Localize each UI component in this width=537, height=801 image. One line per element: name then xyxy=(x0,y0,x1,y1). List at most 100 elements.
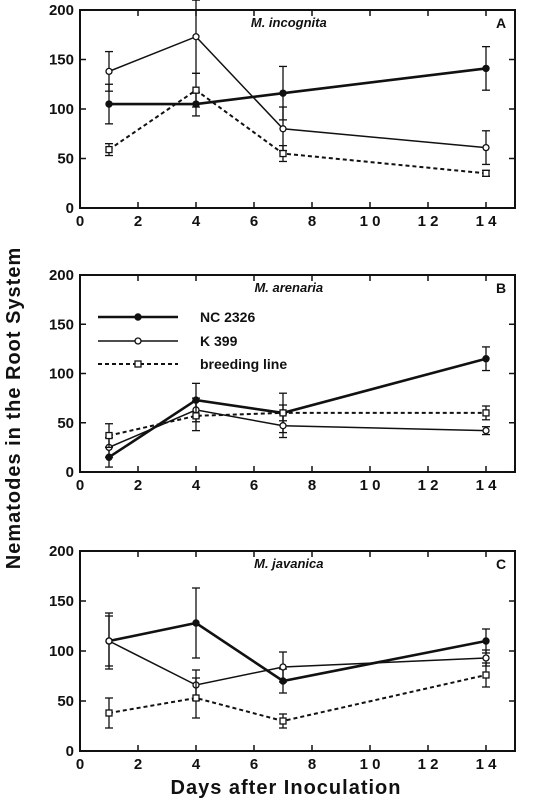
panel-title: M. arenaria xyxy=(254,280,323,295)
panel-letter: A xyxy=(496,15,506,31)
series-line xyxy=(108,674,487,723)
data-point xyxy=(482,143,490,152)
panel-letter: B xyxy=(496,280,506,296)
data-point xyxy=(279,149,287,158)
x-tick-label: 2 xyxy=(134,477,142,494)
x-tick-label: 0 xyxy=(76,756,84,773)
data-point xyxy=(482,654,490,662)
data-point xyxy=(105,431,113,440)
y-tick-label: 200 xyxy=(49,543,74,560)
series-line xyxy=(108,411,486,437)
data-point xyxy=(192,33,200,41)
x-tick-label: 2 xyxy=(134,213,142,230)
data-point xyxy=(279,125,287,133)
panel-title: M. javanica xyxy=(254,556,323,571)
data-point xyxy=(192,694,200,702)
data-point xyxy=(482,64,490,73)
data-point xyxy=(105,100,113,108)
x-tick-label: 6 xyxy=(250,213,258,230)
legend-item: K 399 xyxy=(98,333,238,349)
data-point xyxy=(105,145,113,154)
legend-marker xyxy=(134,337,142,345)
series-breeding-line xyxy=(105,662,490,729)
x-tick-label: 1 0 xyxy=(360,756,381,773)
legend-marker xyxy=(134,313,142,321)
data-point xyxy=(105,637,113,645)
data-point xyxy=(279,717,287,725)
data-point xyxy=(482,169,490,178)
plot-frame xyxy=(79,550,516,752)
plot-frame xyxy=(79,9,516,209)
series-breeding-line xyxy=(105,400,490,449)
x-tick-label: 4 xyxy=(192,477,201,494)
y-tick-label: 200 xyxy=(49,267,74,284)
x-tick-label: 1 2 xyxy=(418,756,439,773)
data-point xyxy=(192,86,200,94)
data-point xyxy=(482,355,490,363)
y-tick-label: 50 xyxy=(57,415,74,432)
y-tick-label: 150 xyxy=(49,52,74,69)
data-point xyxy=(192,619,200,627)
data-point xyxy=(192,412,200,420)
y-tick-label: 100 xyxy=(49,643,74,660)
series-line xyxy=(108,640,487,686)
x-tick-label: 1 2 xyxy=(418,477,439,494)
legend-label: breeding line xyxy=(200,356,287,372)
y-tick-label: 100 xyxy=(49,101,74,118)
data-point xyxy=(279,422,287,430)
y-tick-label: 50 xyxy=(57,151,74,168)
x-tick-label: 2 xyxy=(134,756,142,773)
series-line xyxy=(109,67,487,106)
x-tick-label: 1 4 xyxy=(476,213,498,230)
y-tick-label: 150 xyxy=(49,316,74,333)
y-tick-label: 200 xyxy=(49,2,74,19)
data-point xyxy=(105,67,113,76)
x-tick-label: 8 xyxy=(308,477,316,494)
data-point xyxy=(105,709,113,717)
legend-marker xyxy=(134,360,142,368)
legend-label: K 399 xyxy=(200,333,238,349)
y-tick-label: 0 xyxy=(66,743,74,760)
panel-letter: C xyxy=(496,556,506,572)
x-tick-label: 6 xyxy=(250,756,258,773)
x-tick-label: 1 2 xyxy=(418,213,439,230)
y-tick-label: 0 xyxy=(66,464,74,481)
legend: NC 2326 K 399 breeding line xyxy=(98,309,287,372)
data-point xyxy=(279,663,287,671)
series-breeding-line xyxy=(105,72,490,178)
y-tick-label: 100 xyxy=(49,366,74,383)
x-axis-label: Days after Inoculation xyxy=(171,777,402,799)
series-line xyxy=(108,409,487,449)
x-tick-label: 1 0 xyxy=(360,213,381,230)
series-line xyxy=(108,621,487,683)
data-point xyxy=(279,409,287,417)
panel-title: M. incognita xyxy=(251,15,327,30)
y-tick-label: 150 xyxy=(49,593,74,610)
legend-item: NC 2326 xyxy=(98,309,255,325)
y-tick-label: 0 xyxy=(66,200,74,217)
series-line xyxy=(108,357,487,459)
x-tick-label: 1 4 xyxy=(476,477,498,494)
data-point xyxy=(482,426,490,435)
y-tick-label: 50 xyxy=(57,693,74,710)
data-point xyxy=(482,409,490,417)
series-k-399 xyxy=(105,397,490,458)
x-tick-label: 6 xyxy=(250,477,258,494)
legend-item: breeding line xyxy=(98,356,287,372)
x-tick-label: 8 xyxy=(308,213,316,230)
x-tick-label: 1 4 xyxy=(476,756,498,773)
legend-label: NC 2326 xyxy=(200,309,255,325)
x-tick-label: 1 0 xyxy=(360,477,381,494)
data-point xyxy=(482,637,490,645)
y-axis-label: Nematodes in the Root System xyxy=(3,247,25,570)
series-line xyxy=(108,35,487,149)
x-tick-label: 8 xyxy=(308,756,316,773)
series-nc-2326 xyxy=(105,587,490,694)
data-point xyxy=(482,671,490,679)
x-tick-label: 0 xyxy=(76,477,84,494)
